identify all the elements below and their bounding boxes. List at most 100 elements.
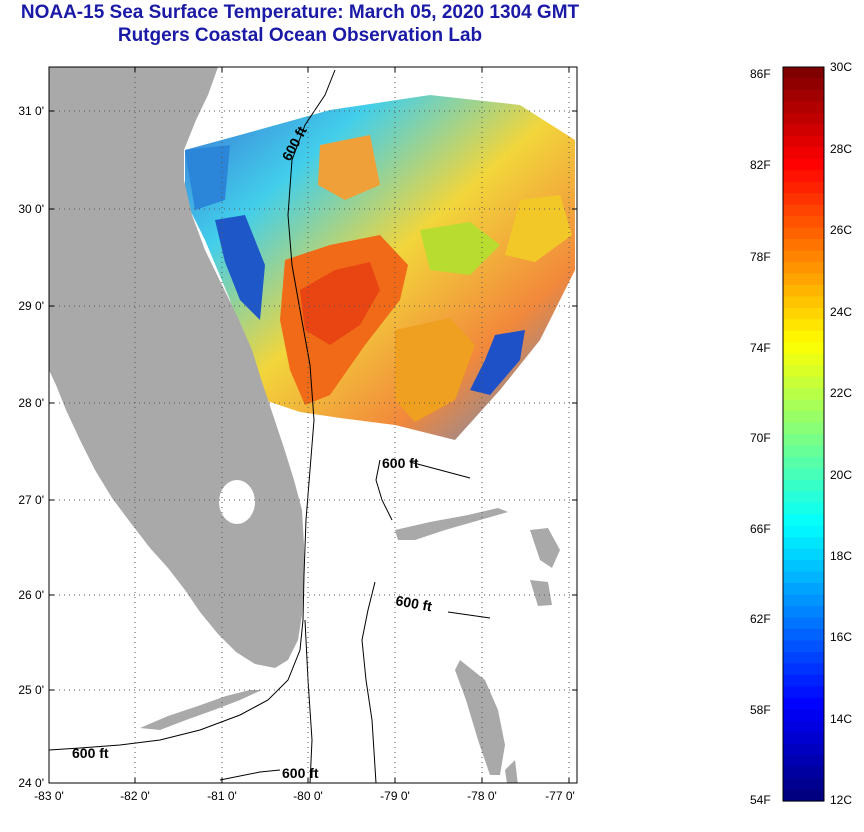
axis-ticks <box>48 67 577 784</box>
colorbar-band <box>783 342 824 355</box>
colorbar-band <box>783 273 824 286</box>
colorbar-c-label: 18C <box>830 549 853 563</box>
colorbar-band <box>783 479 824 492</box>
colorbar-f-label: 74F <box>750 341 771 355</box>
colorbar-c-label: 22C <box>830 386 853 400</box>
colorbar-band <box>783 651 824 664</box>
colorbar-border <box>782 66 825 802</box>
lat-label: 24 0' <box>18 776 44 790</box>
colorbar-band <box>783 617 824 630</box>
colorbar-band <box>783 743 824 756</box>
colorbar-band <box>783 548 824 561</box>
colorbar-band <box>783 365 824 378</box>
colorbar-band <box>783 560 824 573</box>
colorbar-band <box>783 158 824 171</box>
map-subtitle: Rutgers Coastal Ocean Observation Lab <box>117 25 483 46</box>
colorbar-band <box>783 434 824 447</box>
colorbar-band <box>783 594 824 607</box>
colorbar-c-label: 24C <box>830 305 853 319</box>
colorbar-band <box>783 445 824 458</box>
contour-label-600ft: 600 ft <box>282 765 319 781</box>
colorbar-f-label: 82F <box>750 158 771 172</box>
colorbar-band <box>783 571 824 584</box>
bahamas-islet <box>530 580 552 606</box>
colorbar-band <box>783 755 824 768</box>
colorbar-band <box>783 720 824 733</box>
colorbar-band <box>783 399 824 412</box>
lon-label: -77 0' <box>545 789 575 803</box>
lat-label: 26 0' <box>18 588 44 602</box>
colorbar-band <box>783 239 824 252</box>
colorbar-f-label: 86F <box>750 67 771 81</box>
colorbar-band <box>783 296 824 309</box>
colorbar-band <box>783 502 824 515</box>
lat-label: 27 0' <box>18 493 44 507</box>
colorbar-c-label: 20C <box>830 468 853 482</box>
colorbar-band <box>783 537 824 550</box>
colorbar-band <box>783 261 824 275</box>
colorbar-c-label: 16C <box>830 630 853 644</box>
map-border <box>48 66 578 784</box>
colorbar-band <box>783 663 824 676</box>
lon-label: -82 0' <box>120 789 150 803</box>
contour-label-600ft: 600 ft <box>72 745 109 761</box>
colorbar-band <box>783 181 824 194</box>
colorbar-band <box>783 353 824 366</box>
colorbar-f-label: 66F <box>750 522 771 536</box>
colorbar-c-label: 14C <box>830 712 853 726</box>
colorbar-band <box>783 376 824 389</box>
lake-okeechobee <box>219 480 255 524</box>
lat-label: 29 0' <box>18 299 44 313</box>
colorbar-band <box>783 640 824 653</box>
colorbar-band <box>783 468 824 481</box>
colorbar-f-label: 62F <box>750 612 771 626</box>
colorbar-c-label: 28C <box>830 142 853 156</box>
lat-label: 30 0' <box>18 202 44 216</box>
colorbar-band <box>783 709 824 722</box>
sst-swath <box>185 95 575 440</box>
isobath-contours <box>49 69 491 783</box>
colorbar-band <box>783 319 824 332</box>
lat-label: 28 0' <box>18 396 44 410</box>
colorbar-band <box>783 193 824 206</box>
colorbar-band <box>783 78 824 91</box>
abaco-island <box>530 528 560 568</box>
colorbar-band <box>783 124 824 137</box>
colorbar-band <box>783 456 824 470</box>
colorbar-band <box>783 514 824 527</box>
florida-keys <box>140 690 262 730</box>
colorbar-band <box>783 686 824 699</box>
colorbar-band <box>783 697 824 710</box>
colorbar-band <box>783 583 824 596</box>
colorbar-band <box>783 778 824 791</box>
colorbar-f-label: 70F <box>750 431 771 445</box>
colorbar-band <box>783 525 824 538</box>
colorbar-f-label: 78F <box>750 250 771 264</box>
bahamas-islet <box>505 760 518 783</box>
colorbar-band <box>783 89 824 103</box>
colorbar <box>783 67 824 802</box>
contour-label-600ft: 600 ft <box>394 592 433 614</box>
colorbar-band <box>783 388 824 401</box>
colorbar-f-label: 54F <box>750 793 771 807</box>
contour-label-600ft: 600 ft <box>382 455 419 471</box>
lon-label: -83 0' <box>34 789 64 803</box>
colorbar-band <box>783 170 824 183</box>
lon-label: -78 0' <box>467 789 497 803</box>
colorbar-band <box>783 135 824 148</box>
colorbar-band <box>783 216 824 229</box>
colorbar-band <box>783 307 824 320</box>
colorbar-band <box>783 227 824 240</box>
colorbar-band <box>783 628 824 642</box>
colorbar-band <box>783 204 824 217</box>
colorbar-band <box>783 67 824 80</box>
colorbar-band <box>783 732 824 745</box>
colorbar-band <box>783 112 824 125</box>
lon-label: -80 0' <box>293 789 323 803</box>
colorbar-c-label: 12C <box>830 793 853 807</box>
andros-island <box>455 660 505 775</box>
grand-bahama <box>395 508 508 540</box>
colorbar-c-label: 30C <box>830 60 853 74</box>
colorbar-band <box>783 101 824 114</box>
